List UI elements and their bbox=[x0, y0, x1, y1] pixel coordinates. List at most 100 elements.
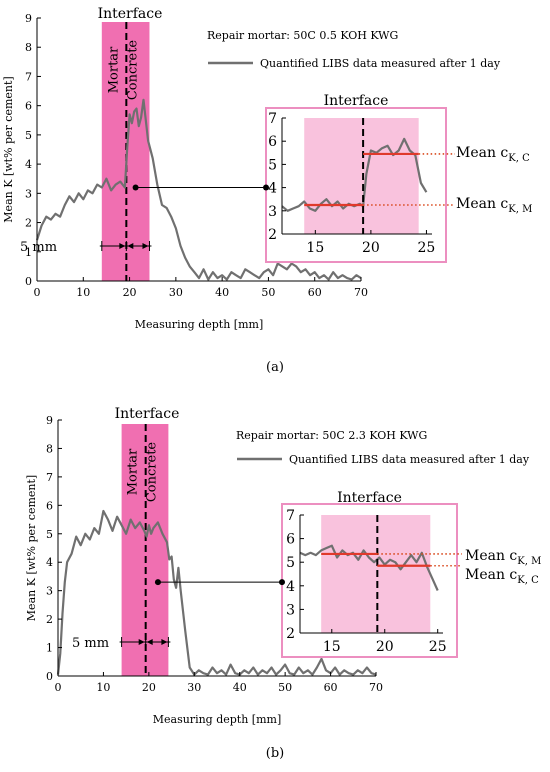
y-axis-label: Mean K [wt% per cement] bbox=[2, 76, 15, 222]
x-axis-label: Measuring depth [mm] bbox=[135, 318, 264, 331]
y-tick-label: 1 bbox=[25, 246, 32, 259]
x-tick-label: 50 bbox=[278, 681, 292, 694]
x-tick-label: 30 bbox=[169, 286, 183, 299]
width-marker-arrows bbox=[119, 243, 149, 249]
zone-label-mortar: Mortar bbox=[106, 46, 121, 93]
mean-label: Mean cK, M bbox=[456, 196, 532, 215]
mean-label-sub: K, M bbox=[517, 556, 541, 567]
inset-title: Interface bbox=[337, 490, 402, 506]
y-tick-label: 9 bbox=[46, 414, 53, 427]
panel-caption: (a) bbox=[266, 360, 284, 375]
x-tick-label: 10 bbox=[96, 681, 110, 694]
inset-title: Interface bbox=[324, 93, 389, 109]
inset-x-tick-label: 20 bbox=[376, 639, 394, 655]
x-tick-label: 60 bbox=[308, 286, 322, 299]
zone-label-concrete: Concrete bbox=[145, 442, 160, 503]
inset-panel: Interface 2 3 4 5 6 7 15 20 25 bbox=[281, 490, 462, 658]
inset-x-tick-label: 25 bbox=[418, 240, 436, 256]
mean-label-main: Mean c bbox=[456, 145, 508, 161]
interface-label: Interface bbox=[115, 406, 180, 422]
series-line-libs bbox=[35, 98, 362, 281]
legend-label: Quantified LIBS data measured after 1 da… bbox=[289, 453, 530, 466]
y-tick-label: 0 bbox=[46, 670, 53, 683]
y-tick-label: 3 bbox=[46, 585, 53, 598]
connector-dot-start bbox=[132, 184, 139, 191]
inset-y-tick-label: 4 bbox=[286, 579, 295, 595]
y-tick-label: 4 bbox=[46, 556, 53, 569]
legend-label: Quantified LIBS data measured after 1 da… bbox=[260, 57, 501, 70]
y-tick-label: 7 bbox=[25, 70, 32, 83]
y-axis-label: Mean K [wt% per cement] bbox=[25, 475, 38, 621]
inset-y-tick-label: 3 bbox=[268, 204, 277, 220]
y-tick-label: 2 bbox=[46, 613, 53, 626]
mean-label-sub: K, C bbox=[508, 153, 530, 164]
x-tick-label: 60 bbox=[324, 681, 338, 694]
mean-label: Mean cK, C bbox=[456, 145, 530, 164]
inset-y-tick-label: 2 bbox=[268, 227, 277, 243]
y-tick-label: 4 bbox=[25, 158, 32, 171]
inset-y-tick-label: 7 bbox=[286, 508, 295, 524]
y-tick-label: 9 bbox=[25, 12, 32, 25]
x-tick-label: 20 bbox=[123, 286, 137, 299]
x-tick-label: 70 bbox=[369, 681, 383, 694]
inset-y-tick-label: 3 bbox=[286, 602, 295, 618]
inset-band bbox=[304, 118, 419, 234]
y-tick-label: 6 bbox=[46, 499, 53, 512]
inset-y-tick-label: 4 bbox=[268, 181, 277, 197]
inset-y-tick-label: 7 bbox=[268, 111, 277, 127]
connector-dot-end bbox=[279, 579, 285, 586]
y-tick-label: 2 bbox=[25, 217, 32, 230]
series-line-libs bbox=[56, 509, 377, 676]
y-tick-label: 0 bbox=[25, 275, 32, 288]
y-tick-label: 1 bbox=[46, 642, 53, 655]
chart-panel-b: Mortar Concrete Interface 0 1 2 3 4 5 6 7 8 9 0 10 20 30… bbox=[25, 406, 541, 761]
connector-dot-start bbox=[154, 579, 161, 586]
inset-x-tick-label: 25 bbox=[429, 639, 447, 655]
width-marker-arrows bbox=[138, 639, 168, 645]
width-label: 5 mm bbox=[72, 636, 109, 651]
chart-panel-a: Mortar Concrete Interface 0 1 2 3 4 5 6 7 8 9 0 10 20 30… bbox=[2, 6, 532, 375]
x-tick-label: 40 bbox=[233, 681, 247, 694]
inset-band bbox=[321, 515, 431, 633]
width-label: 5 mm bbox=[20, 240, 57, 255]
y-tick-label: 7 bbox=[46, 471, 53, 484]
mean-label-main: Mean c bbox=[456, 196, 508, 212]
mean-label-main: Mean c bbox=[465, 548, 517, 564]
mean-label-sub: K, C bbox=[517, 575, 539, 586]
y-tick-label: 3 bbox=[25, 187, 32, 200]
mean-label: Mean cK, C bbox=[465, 567, 539, 586]
inset-y-tick-label: 5 bbox=[286, 555, 295, 571]
x-tick-label: 20 bbox=[142, 681, 156, 694]
x-tick-label: 0 bbox=[55, 681, 62, 694]
inset-y-tick-label: 5 bbox=[268, 157, 277, 173]
inset-panel: Interface 2 3 4 5 6 7 15 20 25 bbox=[265, 93, 455, 263]
inset-x-tick-label: 15 bbox=[323, 639, 341, 655]
mean-label-sub: K, M bbox=[508, 204, 532, 215]
x-tick-label: 30 bbox=[187, 681, 201, 694]
inset-series-line bbox=[299, 544, 439, 591]
connector-dot-end bbox=[263, 184, 269, 191]
chart-title: Repair mortar: 50C 0.5 KOH KWG bbox=[207, 29, 398, 42]
inset-y-tick-label: 2 bbox=[286, 626, 295, 642]
mean-label: Mean cK, M bbox=[465, 548, 541, 567]
zone-label-mortar: Mortar bbox=[126, 448, 141, 495]
inset-x-tick-label: 15 bbox=[306, 240, 324, 256]
mean-label-main: Mean c bbox=[465, 567, 517, 583]
y-tick-label: 5 bbox=[46, 528, 53, 541]
chart-title: Repair mortar: 50C 2.3 KOH KWG bbox=[236, 429, 427, 442]
x-tick-label: 0 bbox=[34, 286, 41, 299]
y-tick-label: 6 bbox=[25, 100, 32, 113]
interface-label: Interface bbox=[98, 6, 163, 22]
x-tick-label: 40 bbox=[215, 286, 229, 299]
inset-y-tick-label: 6 bbox=[286, 532, 295, 548]
x-tick-label: 10 bbox=[76, 286, 90, 299]
x-tick-label: 50 bbox=[261, 286, 275, 299]
x-axis-label: Measuring depth [mm] bbox=[153, 713, 282, 726]
panel-caption: (b) bbox=[266, 746, 284, 761]
inset-y-tick-label: 6 bbox=[268, 134, 277, 150]
inset-x-tick-label: 20 bbox=[362, 240, 380, 256]
y-tick-label: 5 bbox=[25, 129, 32, 142]
x-tick-label: 70 bbox=[354, 286, 368, 299]
y-tick-label: 8 bbox=[25, 41, 32, 54]
